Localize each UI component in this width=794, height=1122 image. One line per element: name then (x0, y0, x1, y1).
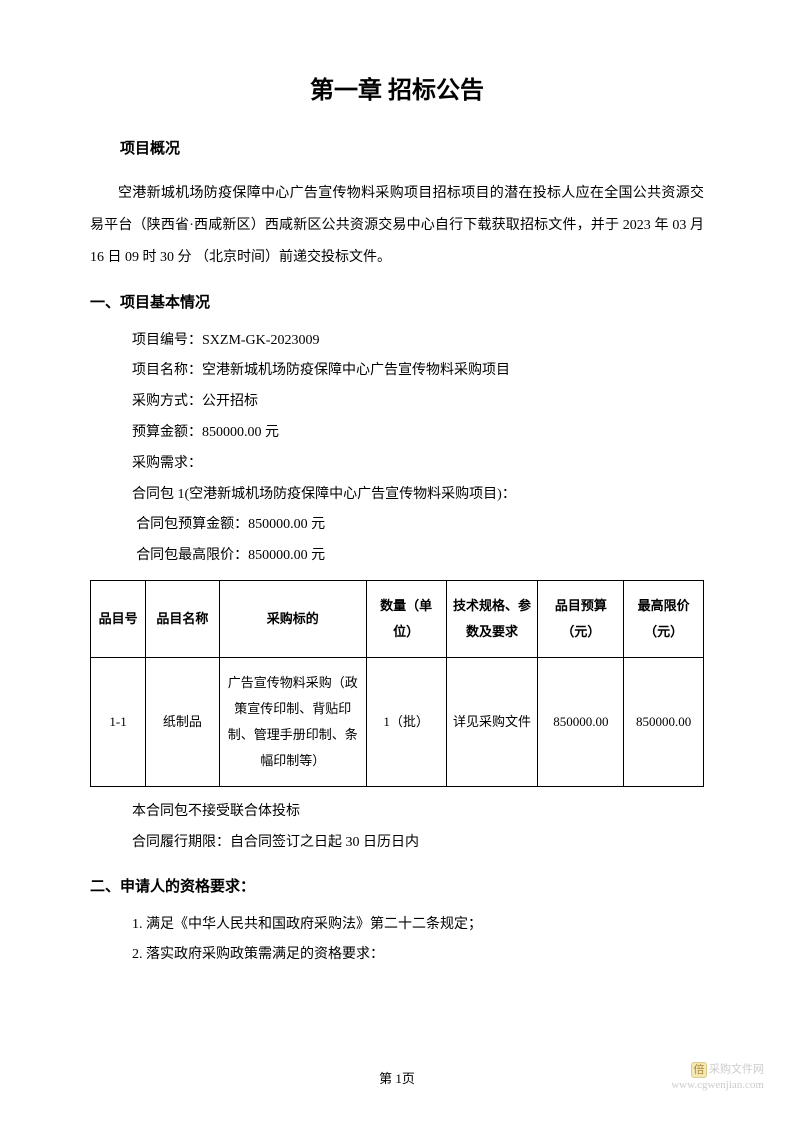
watermark-name: 采购文件网 (709, 1063, 764, 1075)
demand-line: 采购需求： (90, 449, 704, 480)
table-header-row: 品目号 品目名称 采购标的 数量（单位） 技术规格、参数及要求 品目预算（元） … (91, 580, 704, 657)
section1-title: 一、项目基本情况 (90, 291, 704, 312)
section2-title: 二、申请人的资格要求： (90, 875, 704, 896)
project-name-line: 项目名称：空港新城机场防疫保障中心广告宣传物料采购项目 (90, 356, 704, 387)
project-name-value: 空港新城机场防疫保障中心广告宣传物料采购项目 (202, 363, 510, 378)
budget-line: 预算金额：850000.00 元 (90, 418, 704, 449)
package-line: 合同包 1(空港新城机场防疫保障中心广告宣传物料采购项目)： (90, 480, 704, 511)
section2-item1: 1. 满足《中华人民共和国政府采购法》第二十二条规定； (90, 910, 704, 941)
section2-item2: 2. 落实政府采购政策需满足的资格要求： (90, 940, 704, 971)
watermark-url: www.cgwenjian.com (671, 1079, 764, 1091)
th-item-name: 品目名称 (146, 580, 220, 657)
watermark: 倍采购文件网 www.cgwenjian.com (671, 1062, 764, 1092)
th-spec: 技术规格、参数及要求 (446, 580, 538, 657)
project-number-value: SXZM-GK-2023009 (202, 333, 319, 348)
td-item-name: 纸制品 (146, 657, 220, 786)
items-table: 品目号 品目名称 采购标的 数量（单位） 技术规格、参数及要求 品目预算（元） … (90, 580, 704, 787)
table-row: 1-1 纸制品 广告宣传物料采购（政策宣传印制、背贴印制、管理手册印制、条幅印制… (91, 657, 704, 786)
package-max-line: 合同包最高限价：850000.00 元 (90, 541, 704, 572)
watermark-icon: 倍 (691, 1062, 707, 1078)
method-line: 采购方式：公开招标 (90, 387, 704, 418)
overview-header: 项目概况 (90, 137, 704, 158)
td-budget: 850000.00 (538, 657, 624, 786)
budget-label: 预算金额： (132, 425, 202, 440)
td-target: 广告宣传物料采购（政策宣传印制、背贴印制、管理手册印制、条幅印制等） (219, 657, 366, 786)
th-max: 最高限价（元） (624, 580, 704, 657)
project-number-line: 项目编号：SXZM-GK-2023009 (90, 326, 704, 357)
project-name-label: 项目名称： (132, 363, 202, 378)
demand-label: 采购需求： (132, 456, 202, 471)
th-item-no: 品目号 (91, 580, 146, 657)
td-max: 850000.00 (624, 657, 704, 786)
method-value: 公开招标 (202, 394, 258, 409)
method-label: 采购方式： (132, 394, 202, 409)
th-target: 采购标的 (219, 580, 366, 657)
budget-value: 850000.00 元 (202, 425, 279, 440)
th-budget: 品目预算（元） (538, 580, 624, 657)
chapter-title: 第一章 招标公告 (90, 70, 704, 105)
overview-paragraph: 空港新城机场防疫保障中心广告宣传物料采购项目招标项目的潜在投标人应在全国公共资源… (90, 178, 704, 275)
no-consortium-line: 本合同包不接受联合体投标 (90, 797, 704, 828)
th-quantity: 数量（单位） (366, 580, 446, 657)
td-quantity: 1（批） (366, 657, 446, 786)
project-number-label: 项目编号： (132, 333, 202, 348)
performance-period-line: 合同履行期限：自合同签订之日起 30 日历日内 (90, 828, 704, 859)
td-spec: 详见采购文件 (446, 657, 538, 786)
package-budget-line: 合同包预算金额：850000.00 元 (90, 510, 704, 541)
td-item-no: 1-1 (91, 657, 146, 786)
